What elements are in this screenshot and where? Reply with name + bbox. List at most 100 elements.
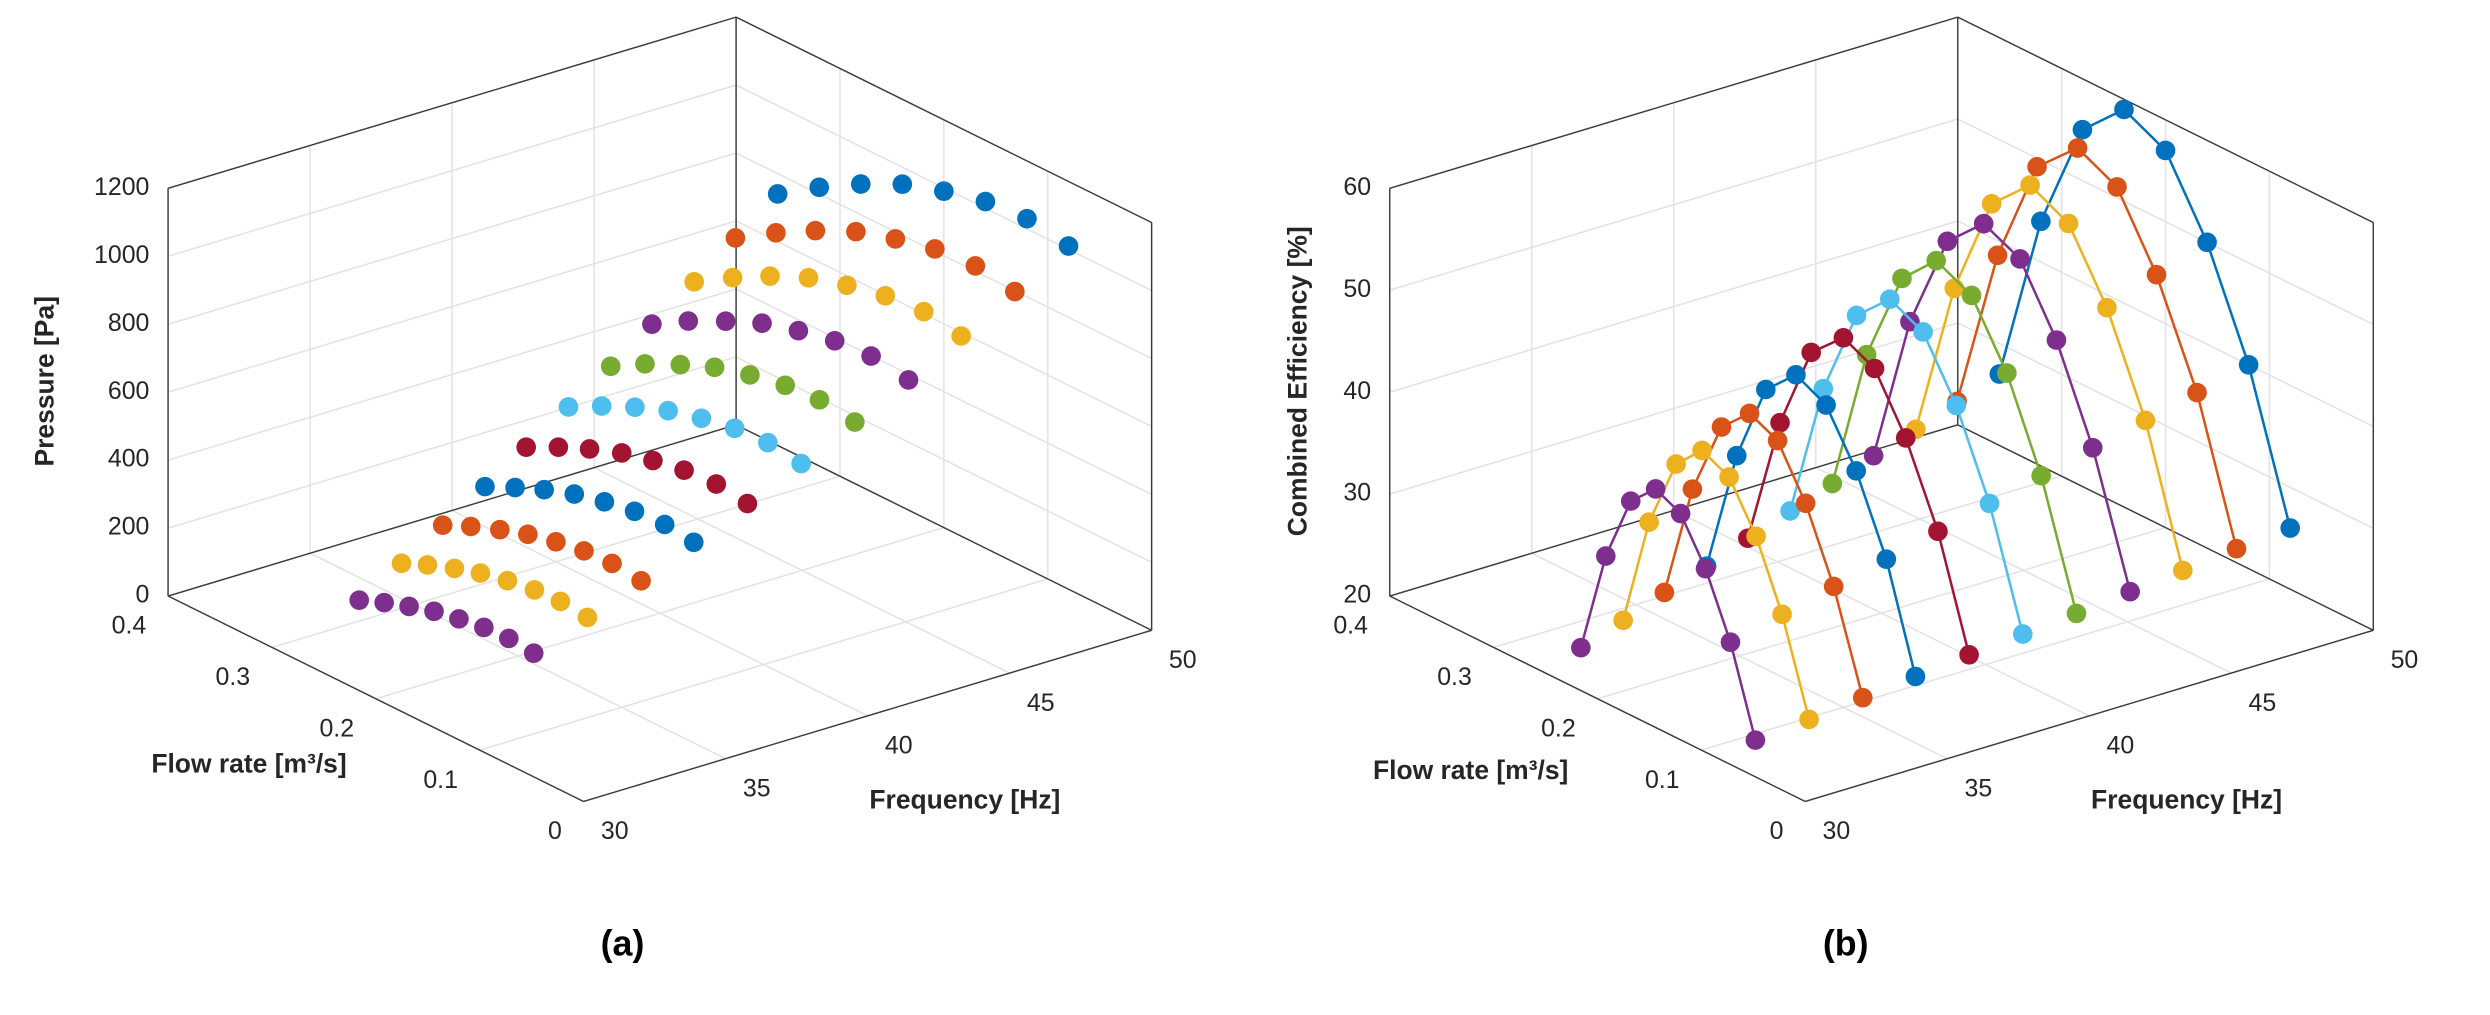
x-tick-label: 50 bbox=[1169, 646, 1197, 674]
data-point bbox=[898, 370, 919, 390]
z-tick-label: 1200 bbox=[94, 173, 149, 201]
y-tick-label: 0.1 bbox=[423, 766, 458, 794]
data-point bbox=[658, 400, 678, 421]
data-point bbox=[2066, 603, 2087, 624]
data-point bbox=[1695, 558, 1716, 579]
data-point bbox=[798, 268, 819, 288]
data-point bbox=[1876, 549, 1897, 569]
data-point bbox=[432, 515, 453, 536]
axis-line bbox=[1389, 16, 1958, 189]
data-point bbox=[564, 484, 585, 504]
data-point bbox=[558, 397, 579, 417]
grid-line bbox=[167, 84, 1152, 292]
data-point bbox=[2120, 581, 2140, 602]
data-point bbox=[2238, 354, 2259, 375]
data-point bbox=[1905, 666, 1926, 687]
data-point bbox=[2172, 560, 2193, 581]
data-point bbox=[505, 477, 525, 498]
data-point bbox=[474, 617, 494, 638]
x-tick-label: 35 bbox=[743, 774, 771, 802]
axis-line bbox=[167, 16, 737, 189]
data-point bbox=[737, 493, 758, 514]
data-point bbox=[706, 474, 727, 494]
data-point bbox=[1937, 231, 1958, 252]
data-point bbox=[766, 223, 786, 243]
data-point bbox=[1946, 395, 1967, 416]
data-point bbox=[546, 531, 566, 552]
data-point bbox=[497, 570, 518, 591]
data-point bbox=[1852, 687, 1873, 708]
data-point bbox=[1756, 379, 1776, 400]
axis-line bbox=[1957, 424, 2374, 631]
data-point bbox=[475, 476, 495, 497]
x-tick-label: 40 bbox=[885, 732, 913, 760]
y-axis-title: Flow rate [m³/s] bbox=[151, 749, 346, 779]
z-axis-title: Combined Efficiency [%] bbox=[1282, 226, 1312, 536]
data-point bbox=[2135, 410, 2156, 431]
data-point bbox=[975, 191, 996, 212]
data-point bbox=[2097, 297, 2117, 318]
x-tick-label: 30 bbox=[601, 817, 629, 845]
data-point bbox=[444, 558, 465, 579]
data-point bbox=[2197, 232, 2217, 253]
data-point bbox=[740, 365, 760, 385]
data-point bbox=[2107, 177, 2127, 197]
data-point bbox=[654, 514, 675, 535]
figure-content: 02004006008001000120000.10.20.30.4303540… bbox=[30, 16, 2419, 964]
y-tick-label: 0 bbox=[548, 817, 562, 845]
data-point bbox=[1801, 342, 1822, 363]
data-point bbox=[399, 596, 419, 617]
data-point bbox=[1682, 479, 1703, 499]
axis-line bbox=[1389, 595, 1806, 803]
series-line bbox=[1955, 146, 2238, 550]
data-point bbox=[1739, 403, 1760, 424]
data-point bbox=[674, 460, 694, 481]
series-line bbox=[1872, 222, 2132, 592]
z-tick-label: 50 bbox=[1343, 275, 1371, 303]
series-line bbox=[1788, 297, 2024, 635]
x-tick-label: 50 bbox=[2391, 646, 2419, 674]
z-tick-label: 600 bbox=[108, 377, 150, 405]
data-point bbox=[1928, 521, 1948, 542]
data-point bbox=[1654, 582, 1675, 603]
data-point bbox=[1913, 322, 1933, 342]
axis-line bbox=[167, 424, 737, 597]
grid-line bbox=[167, 16, 1152, 224]
data-point bbox=[579, 439, 600, 459]
y-tick-label: 0.3 bbox=[1437, 663, 1472, 691]
y-tick-label: 0.3 bbox=[216, 663, 251, 691]
data-point bbox=[349, 590, 370, 610]
data-point bbox=[611, 443, 632, 463]
data-point bbox=[424, 601, 444, 622]
data-point bbox=[788, 320, 809, 341]
data-point bbox=[2146, 264, 2167, 285]
data-point bbox=[1772, 604, 1792, 625]
data-point bbox=[1670, 503, 1691, 524]
series-line bbox=[1746, 336, 1971, 656]
data-point bbox=[1613, 610, 1633, 631]
grid-line bbox=[1388, 188, 1806, 803]
data-point bbox=[1979, 493, 2000, 514]
series-line bbox=[1663, 411, 1864, 699]
data-point bbox=[725, 228, 746, 248]
z-tick-label: 200 bbox=[108, 513, 150, 541]
data-point bbox=[1997, 363, 2017, 383]
data-point bbox=[2082, 437, 2103, 458]
data-point bbox=[374, 592, 394, 613]
data-point bbox=[1017, 208, 1037, 229]
data-point bbox=[1846, 461, 1867, 481]
data-point bbox=[591, 396, 612, 416]
data-point bbox=[1981, 193, 2002, 214]
z-tick-label: 0 bbox=[136, 581, 150, 609]
z-tick-label: 1000 bbox=[94, 241, 149, 269]
data-point bbox=[1571, 637, 1591, 658]
data-point bbox=[1745, 730, 1766, 750]
data-point bbox=[934, 181, 954, 201]
data-point bbox=[2067, 138, 2088, 158]
data-point bbox=[837, 275, 857, 296]
data-point bbox=[925, 239, 945, 259]
data-point bbox=[518, 524, 538, 545]
data-point bbox=[1639, 512, 1659, 532]
data-point bbox=[683, 532, 704, 553]
data-point bbox=[516, 437, 536, 457]
